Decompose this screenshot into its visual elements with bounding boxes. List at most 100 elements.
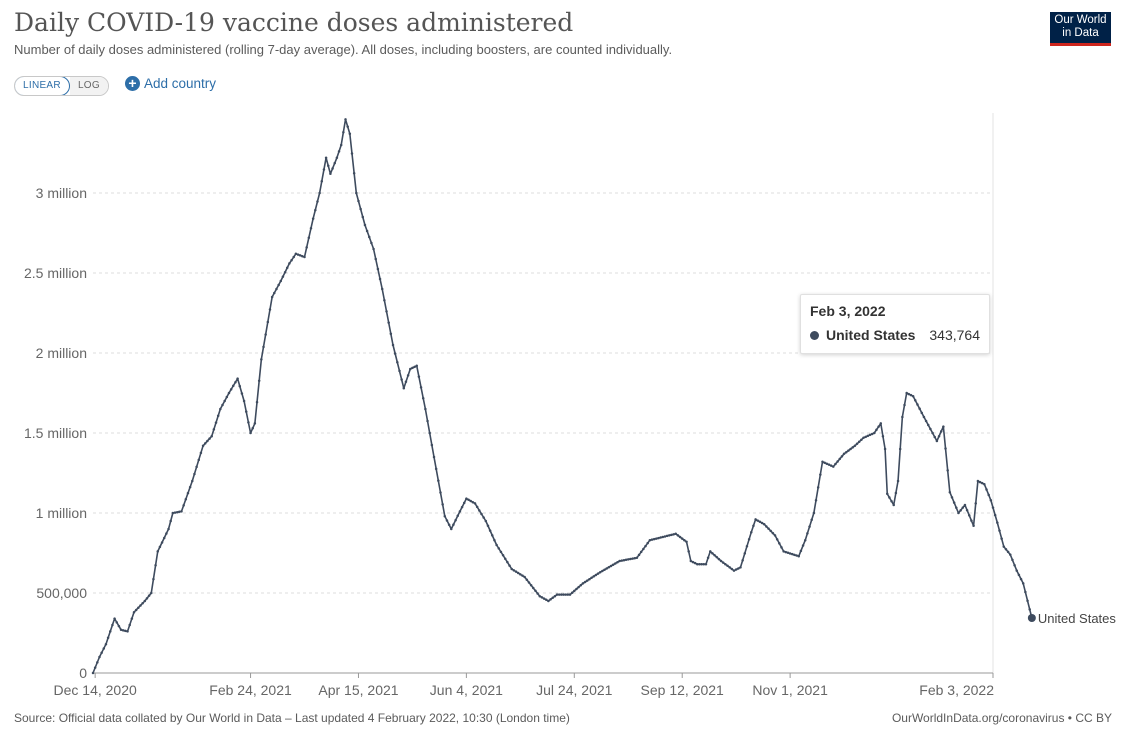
data-point [627,558,630,561]
data-point [622,558,626,562]
data-point [193,472,196,476]
add-country-label: Add country [144,76,217,91]
data-point [216,414,220,418]
chart-title: Daily COVID-19 vaccine doses administere… [14,8,574,37]
data-point [124,629,127,633]
data-point [689,559,693,563]
highlight-point[interactable] [1027,613,1036,622]
y-tick-label: 2.5 million [24,265,87,281]
data-point [402,386,406,390]
data-point [901,415,904,419]
data-point [309,226,313,230]
linear-button[interactable]: LINEAR [14,77,70,95]
data-point [590,576,593,580]
data-point [536,592,539,595]
data-point [903,403,906,407]
data-point [542,597,546,600]
data-point [454,518,457,522]
data-point [553,594,557,598]
data-point [996,521,999,524]
data-point [244,410,248,413]
data-point [491,534,494,537]
data-point [683,538,686,542]
data-point [616,560,619,564]
data-point [473,502,477,505]
data-point [795,554,798,557]
data-point [594,573,598,577]
data-point [810,518,813,522]
data-point [212,428,216,431]
series-end-label[interactable]: United States [1038,611,1117,626]
data-point [540,596,544,599]
data-point [359,207,362,211]
data-point [920,411,924,415]
y-tick-label: 0 [79,665,87,681]
owid-logo[interactable]: Our World in Data [1050,12,1111,46]
add-country-button[interactable]: + Add country [125,76,216,91]
data-point [609,564,613,568]
data-point [702,562,706,566]
plus-circle-icon: + [125,76,140,91]
data-point [255,400,259,404]
data-point [238,384,242,388]
data-point [721,561,725,564]
data-point [566,593,570,596]
x-tick-label: Sep 12, 2021 [641,682,725,698]
data-point [242,399,246,403]
data-point [655,537,658,540]
data-point [775,538,779,541]
data-point [279,279,283,283]
tooltip-series-dot [810,330,819,340]
data-point [475,505,479,509]
data-point [480,512,483,516]
data-point [538,594,542,598]
data-point [206,439,209,443]
data-point [301,254,304,258]
data-point [730,567,734,571]
data-point [657,536,660,540]
data-point [765,525,768,528]
data-point [687,550,690,553]
data-point [365,229,369,233]
data-point [633,556,636,560]
data-point [551,596,554,600]
data-point [519,573,522,576]
data-point [911,394,915,398]
data-point [635,556,639,560]
data-point [443,514,447,518]
data-point [482,516,485,519]
data-point [182,504,185,507]
data-point [1026,599,1029,602]
data-point [700,562,703,566]
data-point [529,583,533,587]
data-point [918,407,921,410]
data-point [754,518,757,521]
data-point [426,419,429,423]
data-point [406,374,410,377]
data-point [458,510,462,513]
data-point [234,380,237,384]
data-point [814,498,818,502]
y-tick-label: 1.5 million [24,425,87,441]
data-point [452,523,455,526]
data-point [534,589,537,592]
data-point [577,585,580,589]
data-point [510,567,513,571]
data-point [219,407,222,411]
data-point [672,533,675,536]
data-point [156,550,159,553]
data-point [611,563,615,566]
data-point [1013,564,1016,567]
data-point [355,191,358,195]
data-point [398,369,401,373]
data-point [924,419,928,423]
data-point [637,553,641,557]
data-point [465,497,468,500]
data-point [726,564,729,568]
data-point [693,561,697,565]
data-point [201,444,205,448]
license-link[interactable]: OurWorldInData.org/coronavirus • CC BY [891,711,1112,725]
data-point [851,446,854,449]
log-button[interactable]: LOG [69,77,108,95]
data-point [516,571,520,575]
